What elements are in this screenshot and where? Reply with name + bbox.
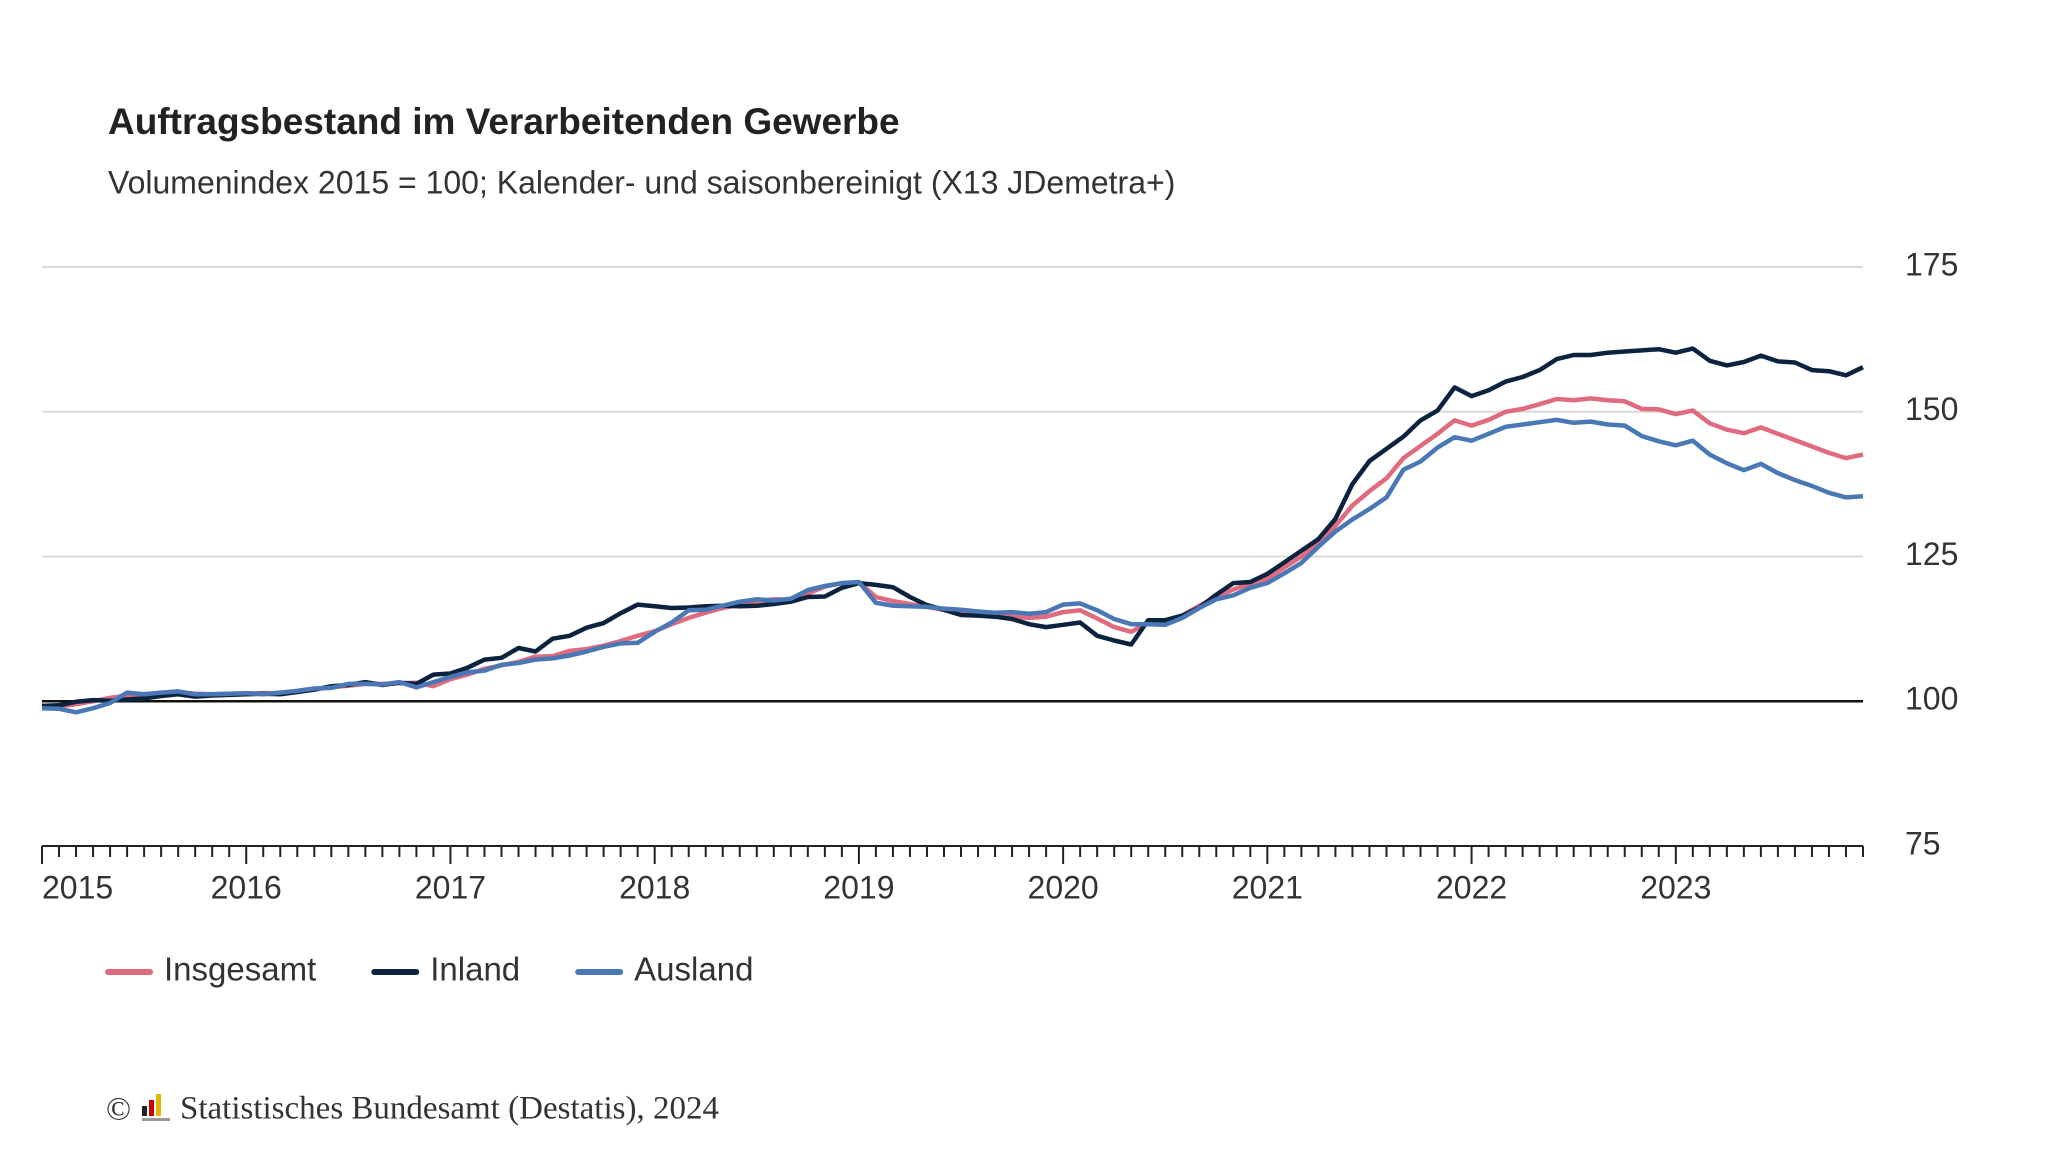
x-tick-label: 2021 [1232, 869, 1303, 905]
x-tick-label: 2017 [415, 869, 486, 905]
copyright: © [106, 1092, 131, 1128]
x-tick-label: 2023 [1640, 869, 1711, 905]
y-tick-label: 150 [1905, 391, 1958, 427]
series-line [41, 346, 1864, 709]
source-logo [142, 1094, 170, 1121]
y-tick-label: 100 [1905, 681, 1958, 717]
x-tick-label: 2022 [1436, 869, 1507, 905]
legend-label: Ausland [634, 951, 753, 988]
y-tick-label: 75 [1905, 825, 1941, 861]
y-tick-label: 175 [1905, 246, 1958, 282]
chart-title: Auftragsbestand im Verarbeitenden Gewerb… [108, 101, 900, 142]
legend-label: Inland [430, 951, 520, 988]
y-tick-label: 125 [1905, 536, 1958, 572]
x-tick-label: 2019 [823, 869, 894, 905]
x-tick-label: 2016 [211, 869, 282, 905]
legend-label: Insgesamt [164, 951, 316, 988]
x-tick-label: 2015 [42, 869, 113, 905]
x-tick-label: 2020 [1028, 869, 1099, 905]
x-tick-label: 2018 [619, 869, 690, 905]
source: Statistisches Bundesamt (Destatis), 2024 [180, 1091, 719, 1127]
series-line [41, 417, 1864, 715]
chart-subtitle: Volumenindex 2015 = 100; Kalender- und s… [108, 164, 1175, 200]
series-line [41, 396, 1864, 710]
